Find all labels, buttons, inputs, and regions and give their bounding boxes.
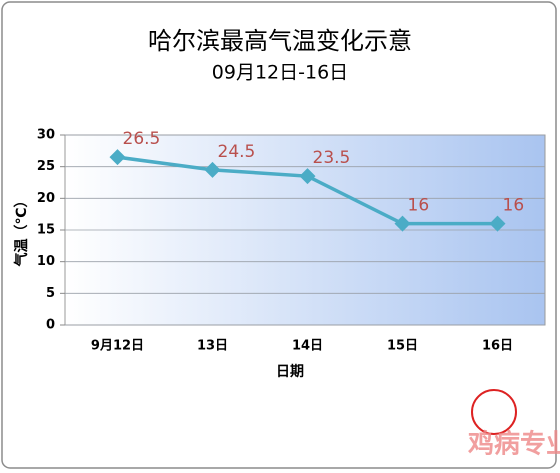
data-label: 16 (408, 196, 430, 216)
data-label: 23.5 (313, 148, 351, 168)
x-tick-label: 16日 (482, 339, 513, 354)
x-tick-label: 15日 (387, 339, 418, 354)
y-tick-label: 5 (46, 286, 55, 301)
data-label: 26.5 (123, 129, 161, 149)
marker (109, 149, 126, 166)
y-tick-label: 20 (37, 191, 55, 206)
x-axis-label: 日期 (276, 364, 304, 380)
y-tick-label: 0 (46, 318, 55, 333)
x-tick-label: 14日 (292, 339, 323, 354)
data-label: 24.5 (218, 142, 256, 162)
chart-title: 哈尔滨最高气温变化示意 (148, 27, 412, 55)
y-tick-label: 25 (37, 159, 55, 174)
chart-subtitle: 09月12日-16日 (212, 62, 348, 84)
y-tick-label: 30 (37, 128, 55, 143)
y-tick-label: 15 (37, 223, 55, 238)
y-tick-label: 10 (37, 254, 55, 269)
marker (489, 215, 506, 232)
y-axis-label: 气温（℃） (13, 194, 30, 268)
marker (394, 215, 411, 232)
marker (299, 168, 316, 185)
stamp (471, 389, 517, 435)
marker (204, 161, 221, 178)
x-tick-label: 9月12日 (91, 339, 144, 354)
data-label: 16 (503, 196, 525, 216)
watermark: 鸡病专业网 (467, 429, 560, 460)
x-tick-label: 13日 (197, 339, 228, 354)
